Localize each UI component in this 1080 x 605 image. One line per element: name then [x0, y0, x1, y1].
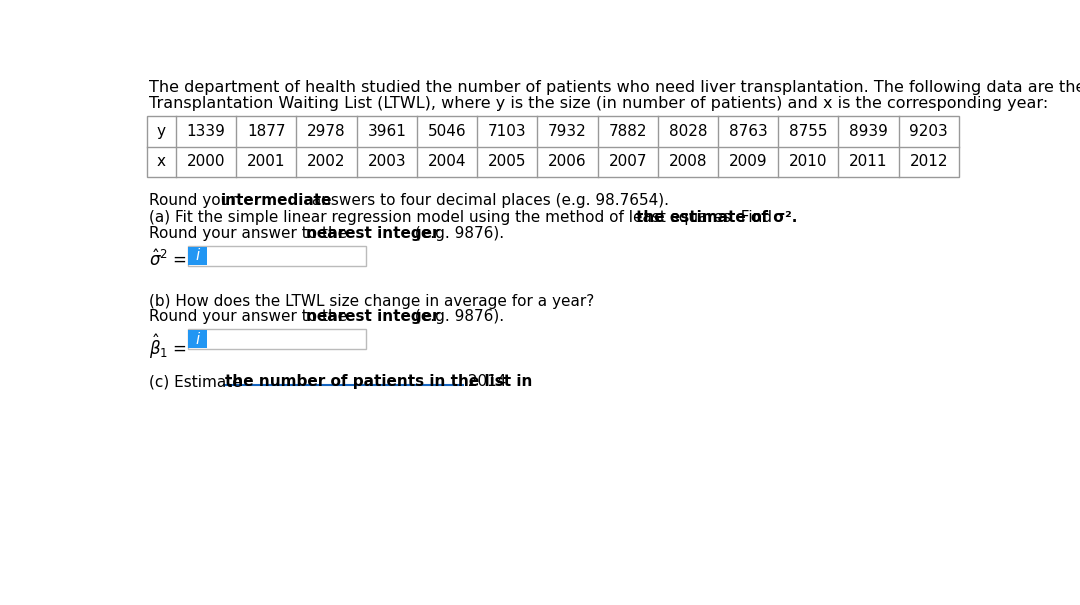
Text: 7882: 7882	[608, 124, 647, 139]
Bar	[147, 117, 959, 177]
Text: 2007: 2007	[608, 154, 647, 169]
FancyBboxPatch shape	[189, 247, 207, 265]
Text: nearest integer: nearest integer	[307, 309, 440, 324]
Text: Transplantation Waiting List (LTWL), where y is the size (in number of patients): Transplantation Waiting List (LTWL), whe…	[149, 96, 1049, 111]
Text: 2010: 2010	[789, 154, 827, 169]
Text: The department of health studied the number of patients who need liver transplan: The department of health studied the num…	[149, 80, 1080, 96]
Text: 5046: 5046	[428, 124, 467, 139]
Text: 2011: 2011	[849, 154, 888, 169]
Text: 2000: 2000	[187, 154, 226, 169]
Text: 2978: 2978	[308, 124, 346, 139]
Text: answers to four decimal places (e.g. 98.7654).: answers to four decimal places (e.g. 98.…	[307, 194, 669, 209]
Text: (e.g. 9876).: (e.g. 9876).	[409, 226, 504, 241]
Text: i: i	[195, 249, 200, 263]
Text: (e.g. 9876).: (e.g. 9876).	[409, 309, 504, 324]
Text: Round your answer to the: Round your answer to the	[149, 226, 352, 241]
Text: 1339: 1339	[187, 124, 226, 139]
Text: (c) Estimate: (c) Estimate	[149, 374, 246, 390]
Text: x: x	[157, 154, 166, 169]
Text: (a) Fit the simple linear regression model using the method of least squares. Fi: (a) Fit the simple linear regression mod…	[149, 211, 777, 226]
Text: $\hat{\sigma}^2$ =: $\hat{\sigma}^2$ =	[149, 249, 187, 269]
FancyBboxPatch shape	[189, 330, 207, 348]
Text: the number of patients in the list in: the number of patients in the list in	[225, 374, 532, 390]
Text: 2004: 2004	[428, 154, 467, 169]
Text: 2005: 2005	[488, 154, 526, 169]
Text: $\hat{\beta}_1$ =: $\hat{\beta}_1$ =	[149, 332, 187, 361]
Text: intermediate: intermediate	[220, 194, 333, 209]
Text: 2009: 2009	[729, 154, 768, 169]
Text: 8939: 8939	[849, 124, 888, 139]
Text: i: i	[195, 332, 200, 347]
Text: y: y	[157, 124, 166, 139]
Text: 2014.: 2014.	[463, 374, 511, 390]
Text: 1877: 1877	[247, 124, 285, 139]
Text: 7932: 7932	[548, 124, 586, 139]
Text: 9203: 9203	[909, 124, 948, 139]
Text: (b) How does the LTWL size change in average for a year?: (b) How does the LTWL size change in ave…	[149, 293, 594, 309]
Text: 2012: 2012	[909, 154, 948, 169]
Text: nearest integer: nearest integer	[307, 226, 440, 241]
Text: 7103: 7103	[488, 124, 527, 139]
Text: 2008: 2008	[669, 154, 707, 169]
Text: 3961: 3961	[367, 124, 406, 139]
Text: 8028: 8028	[669, 124, 707, 139]
Text: Round your: Round your	[149, 194, 242, 209]
Text: 2003: 2003	[367, 154, 406, 169]
FancyBboxPatch shape	[188, 246, 366, 266]
Text: 2006: 2006	[549, 154, 586, 169]
FancyBboxPatch shape	[188, 329, 366, 349]
Text: 8755: 8755	[789, 124, 827, 139]
Text: 2002: 2002	[308, 154, 346, 169]
Text: the estimate of σ².: the estimate of σ².	[635, 211, 797, 226]
Text: 2001: 2001	[247, 154, 285, 169]
Text: Round your answer to the: Round your answer to the	[149, 309, 352, 324]
Text: 8763: 8763	[729, 124, 768, 139]
